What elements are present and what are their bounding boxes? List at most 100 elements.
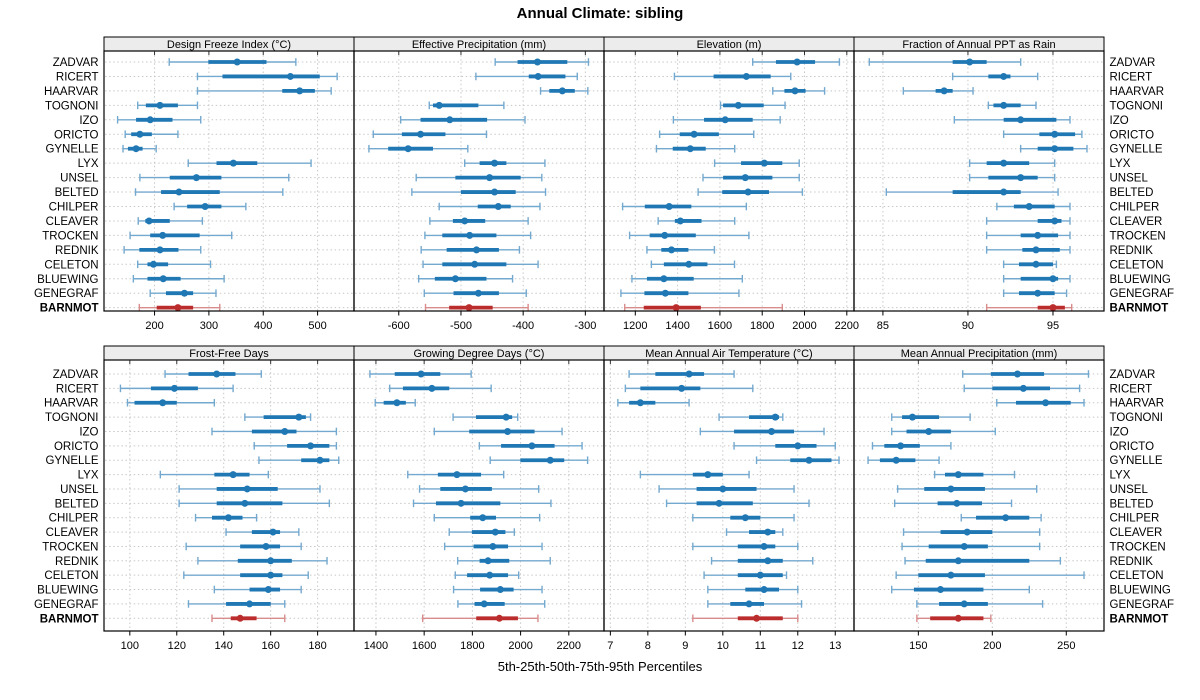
station-label-right: IZO bbox=[1110, 115, 1129, 127]
panel-strip-label: Fraction of Annual PPT as Rain bbox=[902, 39, 1055, 51]
median-dot bbox=[1049, 304, 1057, 312]
median-dot bbox=[241, 499, 249, 507]
axis-tick-label: 160 bbox=[261, 640, 279, 652]
median-dot bbox=[954, 614, 962, 622]
axis-tick-label: 200 bbox=[983, 640, 1001, 652]
station-label-right: TOGNONI bbox=[1110, 100, 1163, 112]
median-dot bbox=[491, 528, 499, 536]
median-dot bbox=[496, 586, 504, 594]
median-dot bbox=[940, 87, 948, 95]
station-label-right: UNSEL bbox=[1110, 173, 1149, 185]
median-dot bbox=[494, 203, 502, 210]
station-label-right: TROCKEN bbox=[1110, 541, 1166, 553]
median-dot bbox=[446, 116, 454, 124]
median-dot bbox=[156, 246, 164, 254]
axis-tick-label: 1600 bbox=[708, 320, 732, 332]
axis-tick-label: 85 bbox=[877, 320, 889, 332]
station-label-left: BARNMOT bbox=[40, 303, 99, 315]
axis-tick-label: 9 bbox=[682, 640, 688, 652]
station-label-left: RICERT bbox=[56, 383, 99, 395]
station-label-right: BLUEWING bbox=[1110, 274, 1171, 286]
median-dot bbox=[264, 586, 272, 594]
axis-tick-label: 120 bbox=[168, 640, 186, 652]
station-label-left: ZADVAR bbox=[53, 57, 99, 69]
panel-strip-label: Effective Precipitation (mm) bbox=[412, 39, 546, 51]
median-dot bbox=[417, 130, 425, 138]
median-dot bbox=[174, 304, 182, 312]
median-dot bbox=[1042, 399, 1050, 407]
axis-tick-label: 2200 bbox=[835, 320, 859, 332]
median-dot bbox=[233, 58, 241, 66]
median-dot bbox=[491, 188, 499, 196]
station-label-right: TOGNONI bbox=[1110, 412, 1163, 424]
axis-tick-label: 150 bbox=[909, 640, 927, 652]
median-dot bbox=[953, 499, 961, 507]
median-dot bbox=[546, 456, 554, 464]
axis-tick-label: 1800 bbox=[460, 640, 484, 652]
station-label-left: BARNMOT bbox=[40, 613, 99, 625]
axis-tick-label: 90 bbox=[962, 320, 974, 332]
median-dot bbox=[1013, 370, 1021, 378]
median-dot bbox=[764, 528, 772, 536]
axis-tick-label: 10 bbox=[717, 640, 729, 652]
median-dot bbox=[960, 542, 968, 550]
station-label-right: UNSEL bbox=[1110, 484, 1149, 496]
median-dot bbox=[897, 442, 905, 450]
median-dot bbox=[690, 130, 698, 138]
station-label-left: CELETON bbox=[44, 259, 98, 271]
median-dot bbox=[756, 571, 764, 579]
station-label-right: CHILPER bbox=[1110, 513, 1160, 525]
median-dot bbox=[745, 600, 753, 608]
panel-strip-label: Design Freeze Index (°C) bbox=[167, 39, 291, 51]
median-dot bbox=[760, 586, 768, 594]
station-label-left: BLUEWING bbox=[37, 274, 98, 286]
median-dot bbox=[685, 260, 693, 268]
axis-tick-label: 13 bbox=[829, 640, 841, 652]
median-dot bbox=[665, 203, 673, 210]
station-label-left: UNSEL bbox=[60, 484, 99, 496]
median-dot bbox=[966, 58, 974, 66]
median-dot bbox=[417, 370, 425, 378]
median-dot bbox=[451, 275, 459, 283]
median-dot bbox=[719, 485, 727, 493]
axis-tick-label: 1400 bbox=[364, 640, 388, 652]
median-dot bbox=[753, 614, 761, 622]
median-dot bbox=[947, 571, 955, 579]
axis-tick-label: 400 bbox=[254, 320, 272, 332]
station-label-left: ZADVAR bbox=[53, 369, 99, 381]
axis-tick-label: 140 bbox=[215, 640, 233, 652]
station-label-left: ORICTO bbox=[54, 129, 99, 141]
median-dot bbox=[145, 217, 153, 225]
panel-strip-label: Mean Annual Air Temperature (°C) bbox=[645, 348, 812, 360]
station-label-left: CHILPER bbox=[49, 202, 99, 214]
station-label-right: LYX bbox=[1110, 470, 1131, 482]
median-dot bbox=[771, 413, 779, 421]
median-dot bbox=[262, 542, 270, 550]
median-dot bbox=[764, 557, 772, 565]
station-label-right: LYX bbox=[1110, 158, 1131, 170]
median-dot bbox=[486, 174, 494, 182]
station-label-left: REDNIK bbox=[55, 245, 99, 257]
station-label-left: CHILPER bbox=[49, 513, 99, 525]
median-dot bbox=[201, 203, 209, 210]
station-label-right: BARNMOT bbox=[1110, 303, 1169, 315]
axis-tick-label: 2200 bbox=[557, 640, 581, 652]
median-dot bbox=[159, 231, 167, 239]
median-dot bbox=[229, 471, 237, 479]
median-dot bbox=[491, 159, 499, 167]
median-dot bbox=[734, 101, 742, 109]
station-label-right: BLUEWING bbox=[1110, 585, 1171, 597]
station-label-right: RICERT bbox=[1110, 71, 1153, 83]
axis-tick-label: 200 bbox=[145, 320, 163, 332]
station-label-right: REDNIK bbox=[1110, 245, 1154, 257]
median-dot bbox=[502, 413, 510, 421]
axis-tick-label: 500 bbox=[308, 320, 326, 332]
median-dot bbox=[480, 600, 488, 608]
median-dot bbox=[744, 188, 752, 196]
median-dot bbox=[892, 456, 900, 464]
station-label-left: HAARVAR bbox=[44, 398, 99, 410]
median-dot bbox=[1051, 145, 1059, 153]
median-dot bbox=[760, 159, 768, 167]
median-dot bbox=[791, 87, 799, 95]
